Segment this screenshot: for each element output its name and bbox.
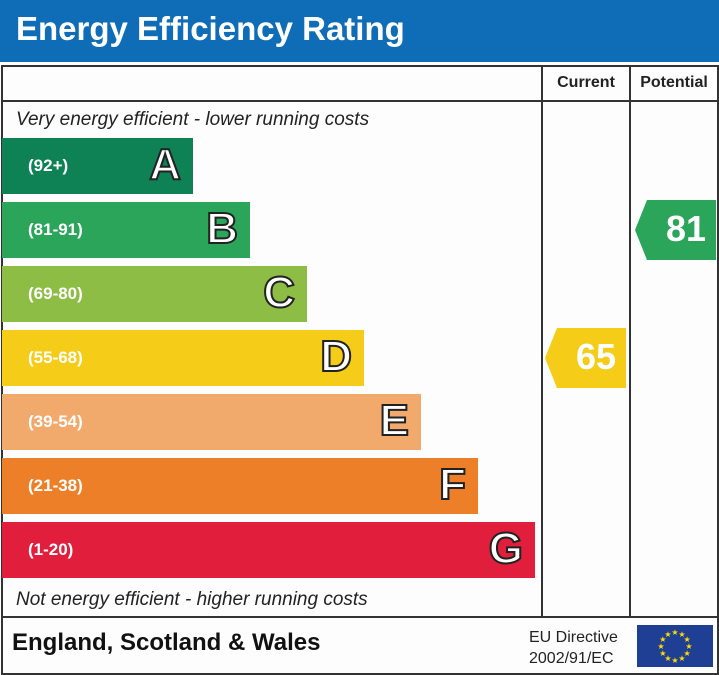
band-letter: F [438,459,467,510]
eu-flag-icon: ★ ★ ★ ★ ★ ★ ★ ★ ★ ★ ★ ★ [637,625,713,667]
eu-star-icon: ★ [664,654,671,663]
band-range: (21-38) [28,476,83,495]
eu-star-icon: ★ [659,635,666,644]
eu-star-icon: ★ [684,635,691,644]
potential-header: Potential [640,74,708,91]
chart-title: Energy Efficiency Rating [16,10,405,47]
eu-star-icon: ★ [678,630,685,639]
eu-star-icon: ★ [671,628,678,637]
band-e: (39-54) E [2,394,421,450]
current-column-divider [541,65,543,617]
band-letter: C [262,267,296,318]
header-divider [1,100,717,102]
current-rating-arrow: 65 [545,328,626,388]
band-range: (69-80) [28,284,83,303]
band-letter: G [488,523,524,574]
band-f: (21-38) F [2,458,478,514]
potential-column-divider [629,65,631,617]
directive-line1: EU Directive [529,629,618,646]
current-rating-value: 65 [575,336,616,377]
band-range: (92+) [28,156,69,175]
band-letter: D [319,331,353,382]
footer-divider [1,616,717,618]
potential-rating-value: 81 [665,208,706,249]
eu-star-icon: ★ [685,642,692,651]
potential-rating-arrow: 81 [635,200,716,260]
eu-star-icon: ★ [684,649,691,658]
band-letter: B [205,203,239,254]
region-label: England, Scotland & Wales [12,629,321,656]
eu-star-icon: ★ [657,642,664,651]
directive-line2: 2002/91/EC [529,650,614,667]
eu-star-icon: ★ [671,656,678,665]
band-c: (69-80) C [2,266,307,322]
top-note: Very energy efficient - lower running co… [16,109,370,130]
band-range: (39-54) [28,412,83,431]
band-range: (1-20) [28,540,74,559]
bottom-note: Not energy efficient - higher running co… [16,589,368,610]
band-a: (92+) A [2,138,193,194]
band-range: (55-68) [28,348,83,367]
eu-directive: EU Directive 2002/91/EC [529,627,618,669]
eu-star-icon: ★ [678,654,685,663]
eu-star-icon: ★ [664,630,671,639]
band-letter: A [148,139,182,190]
title-bar [0,0,719,62]
band-range: (81-91) [28,220,83,239]
band-letter: E [379,395,410,446]
eu-star-icon: ★ [659,649,666,658]
current-header: Current [557,74,615,91]
band-g: (1-20) G [2,522,535,578]
band-b: (81-91) B [2,202,250,258]
band-d: (55-68) D [2,330,364,386]
